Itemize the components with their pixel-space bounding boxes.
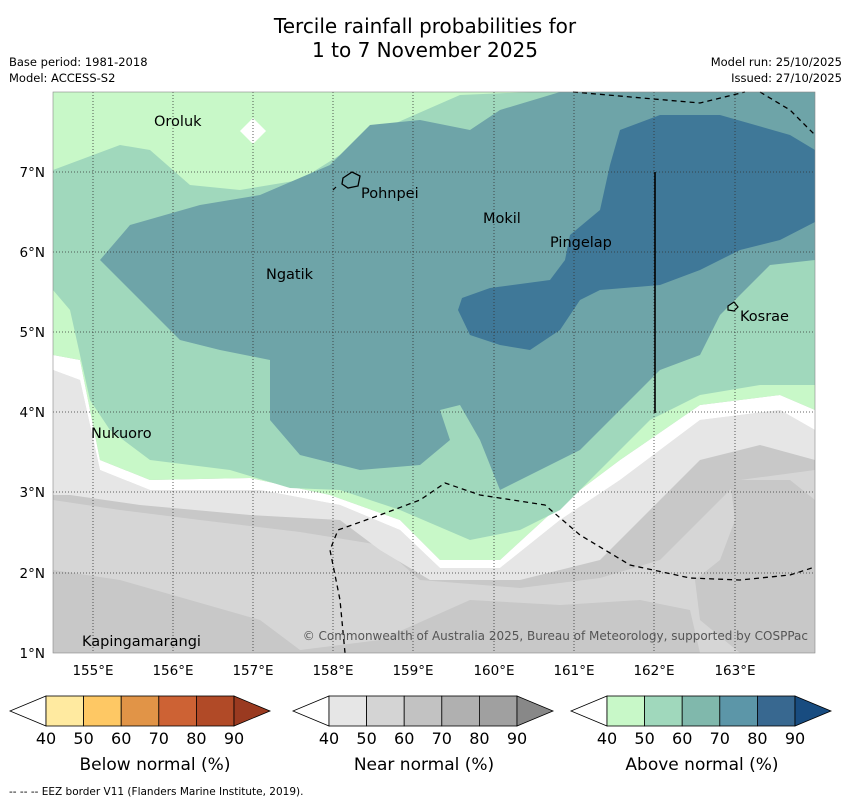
colorbar-near-normal: 40 50 60 70 80 90 (291, 695, 555, 748)
colorbar-tick-label: 50 (356, 729, 376, 748)
place-label-pohnpei: Pohnpei (361, 186, 419, 202)
map-frame (52, 91, 816, 654)
colorbar-tick-label: 70 (710, 729, 730, 748)
colorbar-tick-label: 50 (73, 729, 93, 748)
colorbar-tick-label: 60 (394, 729, 414, 748)
colorbar-min-arrow (8, 695, 47, 727)
colorbar-segment (45, 695, 84, 727)
colorbar-segment (120, 695, 160, 727)
model-run-text: Model run: 25/10/2025 (710, 55, 842, 69)
near-normal-50-field (53, 470, 815, 653)
copyright-text: © Commonwealth of Australia 2025, Bureau… (303, 629, 808, 643)
colorbar-tick-label: 40 (36, 729, 56, 748)
colorbar-tick-label: 70 (149, 729, 169, 748)
eez-footnote: -- -- -- EEZ border V11 (Flanders Marine… (9, 786, 304, 798)
colorbar-tick-label: 70 (432, 729, 452, 748)
above-normal-70-field (458, 115, 815, 350)
x-tick-label: 163°E (714, 663, 755, 679)
colorbar-segment (83, 695, 122, 727)
place-label-kapingamarangi: Kapingamarangi (82, 634, 201, 650)
base-period-text: Base period: 1981-2018 (9, 55, 148, 69)
place-label-oroluk: Oroluk (154, 114, 202, 130)
colorbar-segment (719, 695, 758, 727)
colorbar-above-normal: 40 50 60 70 80 90 (569, 695, 833, 748)
colorbar-tick-label: 60 (672, 729, 692, 748)
y-tick-label: 5°N (20, 325, 45, 341)
y-tick-label: 2°N (20, 566, 45, 582)
y-tick-label: 6°N (20, 245, 45, 261)
rainfall-map: Oroluk Pohnpei Mokil Pingelap Ngatik Kos… (20, 91, 816, 679)
place-label-pingelap: Pingelap (550, 235, 612, 251)
colorbar-tick-label: 60 (111, 729, 131, 748)
colorbar-min-arrow (569, 695, 608, 727)
colorbar-segment (478, 695, 518, 727)
colorbar-row: 40 50 60 70 80 90 40 50 60 70 80 90 40 50 60 70 80 90 (8, 695, 833, 748)
colorbar-tick-label: 40 (319, 729, 339, 748)
colorbar-label-near: Near normal (%) (353, 755, 495, 775)
title-line-2: 1 to 7 November 2025 (312, 38, 538, 62)
colorbar-tick-label: 90 (224, 729, 244, 748)
colorbar-min-arrow (291, 695, 330, 727)
pohnpei-reef-mark (332, 186, 337, 191)
colorbar-segment (366, 695, 405, 727)
x-tick-label: 155°E (72, 663, 113, 679)
colorbar-segment (403, 695, 443, 727)
colorbar-label-above: Above normal (%) (625, 755, 779, 775)
place-label-mokil: Mokil (483, 211, 521, 227)
colorbar-tick-label: 40 (597, 729, 617, 748)
x-tick-label: 156°E (152, 663, 193, 679)
issued-text: Issued: 27/10/2025 (731, 71, 842, 85)
x-tick-label: 160°E (473, 663, 514, 679)
place-label-kosrae: Kosrae (740, 309, 789, 325)
colorbar-below-normal: 40 50 60 70 80 90 (8, 695, 272, 748)
colorbar-tick-label: 80 (469, 729, 489, 748)
pohnpei-island-outline (341, 171, 361, 189)
near-normal-60-patch (695, 480, 815, 653)
probability-fields (53, 92, 815, 653)
x-tick-label: 162°E (633, 663, 674, 679)
colorbar-segment (328, 695, 367, 727)
colorbar-max-arrow (516, 695, 555, 727)
colorbar-tick-label: 90 (785, 729, 805, 748)
y-tick-label: 3°N (20, 485, 45, 501)
y-tick-label: 4°N (20, 405, 45, 421)
colorbar-max-arrow (233, 695, 272, 727)
x-tick-label: 161°E (553, 663, 594, 679)
place-label-ngatik: Ngatik (266, 267, 314, 283)
eez-borders (329, 91, 816, 654)
title-line-1: Tercile rainfall probabilities for (273, 14, 577, 38)
colorbar-max-arrow (794, 695, 833, 727)
colorbar-segment (644, 695, 683, 727)
model-text: Model: ACCESS-S2 (9, 71, 116, 85)
y-tick-label: 7°N (20, 165, 45, 181)
colorbar-segment (757, 695, 796, 727)
y-tick-label: 1°N (20, 646, 45, 662)
x-tick-label: 159°E (392, 663, 433, 679)
place-label-nukuoro: Nukuoro (91, 426, 152, 442)
colorbar-segment (606, 695, 645, 727)
colorbar-segment (441, 695, 480, 727)
x-tick-label: 157°E (232, 663, 273, 679)
colorbar-tick-label: 90 (507, 729, 527, 748)
colorbar-label-below: Below normal (%) (79, 755, 231, 775)
graticule (53, 92, 815, 653)
colorbar-tick-label: 50 (634, 729, 654, 748)
colorbar-tick-label: 80 (747, 729, 767, 748)
near-normal-40-field (53, 370, 815, 580)
x-tick-label: 158°E (312, 663, 353, 679)
colorbar-segment (681, 695, 721, 727)
colorbar-tick-label: 80 (186, 729, 206, 748)
kosrae-island-outline (727, 301, 739, 312)
colorbar-segment (195, 695, 235, 727)
colorbar-segment (158, 695, 197, 727)
